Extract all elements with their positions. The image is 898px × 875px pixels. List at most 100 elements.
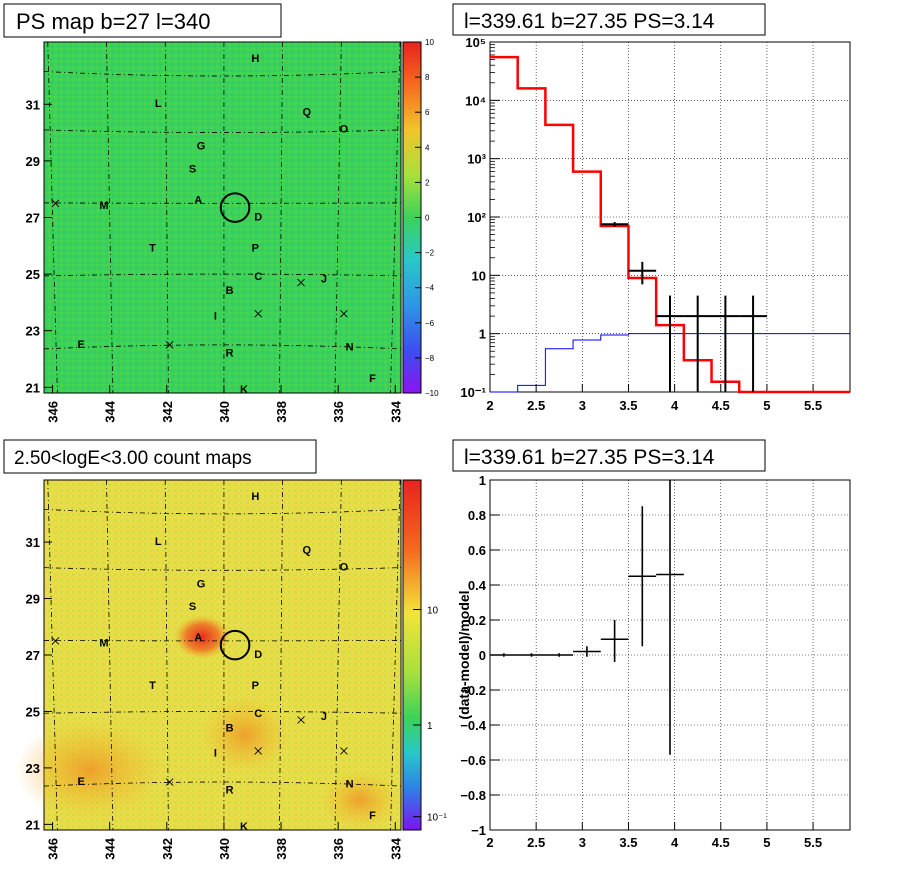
b-axis-tick-label: 21 (26, 817, 40, 832)
source-label: E (77, 776, 84, 788)
b-axis-tick-label: 25 (26, 704, 40, 719)
source-label: B (226, 722, 234, 734)
source-label: L (155, 536, 162, 548)
residual-title-box: l=339.61 b=27.35 PS=3.14 (452, 439, 766, 472)
catalog-cross-marker (51, 199, 60, 208)
source-label: S (189, 601, 196, 613)
count-map-coordinate-grid (43, 479, 402, 831)
l-axis-tick-label: 342 (160, 401, 175, 423)
spectrum-x-tick-label: 2.5 (527, 398, 545, 413)
catalog-cross-marker (51, 637, 60, 645)
residual-x-tick-label: 5.5 (804, 835, 822, 850)
spectrum-x-tick-label: 5.5 (804, 398, 822, 413)
ps-map-sources: H L Q O GS A M D T P C J B I E R N F K (51, 53, 376, 396)
catalog-cross-marker (297, 716, 305, 724)
total-model-step-line (490, 55, 850, 394)
ps-map-axes: 346 344 342 340 338 336 334 31 29 27 25 23 21 (26, 97, 404, 422)
residual-y-tick-label: −0.6 (460, 753, 486, 768)
l-axis-tick-label: 344 (103, 837, 118, 859)
source-label: M (99, 200, 108, 212)
l-axis-tick-label: 336 (331, 838, 346, 860)
longitude-gridline (279, 479, 284, 831)
source-label: T (149, 243, 156, 255)
source-label: J (321, 711, 327, 723)
ps-map-area (43, 41, 402, 394)
source-label: N (346, 342, 354, 354)
source-label: I (214, 748, 217, 760)
ps-colorbar-tick-label: 4 (425, 143, 430, 152)
l-axis-tick-label: 346 (46, 838, 61, 860)
count-map-warm-region (320, 770, 400, 830)
source-label: G (197, 141, 206, 153)
spectrum-title-box: l=339.61 b=27.35 PS=3.14 (452, 3, 766, 36)
longitude-gridline (106, 479, 114, 831)
longitude-gridline (334, 479, 342, 831)
b-axis-tick-label: 21 (26, 380, 40, 395)
point-source-circle (219, 192, 251, 223)
catalog-cross-marker (254, 747, 263, 755)
spectrum-x-tick-label: 4.5 (712, 398, 730, 413)
source-label: G (197, 578, 206, 590)
count-colorbar-tick-label: 10 (427, 606, 439, 617)
source-label: R (226, 784, 234, 796)
l-axis-tick-label: 334 (388, 837, 403, 859)
residual-x-tick-label: 2.5 (527, 835, 545, 850)
b-axis-tick-label: 27 (26, 211, 40, 226)
ps-colorbar-tick-label: −8 (425, 354, 435, 363)
source-label: H (251, 53, 259, 65)
spectrum-x-tick-label: 3 (579, 398, 586, 413)
residual-title: l=339.61 b=27.35 PS=3.14 (464, 446, 715, 469)
residual-y-tick-label: 0 (479, 648, 486, 663)
spectrum-x-tick-label: 3.5 (619, 398, 637, 413)
background-model-step-line (490, 333, 850, 393)
spectrum-y-tick-label: 10⁻¹ (460, 385, 486, 400)
source-label: K (240, 384, 248, 396)
spectrum-x-tick-label: 2 (486, 398, 493, 413)
count-colorbar-tick-label: 10⁻¹ (427, 813, 447, 824)
residual-y-tick-label: −0.4 (460, 718, 486, 733)
source-label: O (340, 124, 349, 136)
ps-colorbar-tick-label: 2 (425, 178, 430, 187)
spectrum-y-tick-label: 10 (472, 268, 486, 283)
ps-colorbar-tick-label: −4 (425, 284, 435, 293)
count-map-title: 2.50<logE<3.00 count maps (14, 448, 252, 469)
l-axis-tick-label: 338 (274, 401, 289, 423)
spectrum-title: l=339.61 b=27.35 PS=3.14 (464, 10, 715, 33)
ps-colorbar-tick-label: −2 (425, 249, 435, 258)
longitude-gridline (106, 41, 114, 394)
source-label: L (155, 98, 162, 110)
source-label: H (251, 491, 259, 503)
spectrum-panel: 2 2.5 3 3.5 4 4.5 5 5.5 10⁻¹ 1 10 10² 10³ 10⁴ 10⁵ (460, 35, 851, 413)
source-label: A (194, 194, 202, 206)
b-axis-tick-label: 31 (26, 535, 40, 550)
source-label: S (189, 163, 196, 175)
ps-colorbar-tick-label: 6 (425, 108, 430, 117)
source-label: P (252, 243, 259, 255)
source-label: A (194, 632, 202, 644)
source-label: C (254, 271, 262, 283)
source-label: F (369, 373, 376, 385)
longitude-gridline (164, 479, 169, 831)
residual-y-tick-label: 0.6 (468, 543, 486, 558)
residual-y-tick-label: −0.8 (460, 788, 486, 803)
longitude-gridline (334, 41, 342, 394)
source-label: D (254, 649, 262, 661)
count-map-axes: 346 344 342 340 338 336 334 31 29 27 25 23 21 (26, 535, 404, 860)
residual-y-axis-label: (data-model)/model (456, 590, 472, 719)
source-label: N (346, 779, 354, 791)
catalog-cross-marker (165, 778, 174, 786)
residual-y-tick-label: −0.2 (460, 683, 486, 698)
source-label: Q (302, 544, 311, 556)
longitude-gridline (390, 41, 401, 394)
b-axis-tick-label: 31 (26, 97, 40, 112)
catalog-cross-marker (254, 309, 263, 318)
source-label: O (340, 561, 349, 573)
count-colorbar-tick-label: 1 (427, 721, 433, 732)
source-label: F (369, 810, 376, 822)
count-map-hotspot (174, 615, 230, 659)
b-axis-tick-label: 23 (26, 761, 40, 776)
catalog-cross-marker (340, 309, 348, 318)
source-label: R (226, 347, 234, 359)
